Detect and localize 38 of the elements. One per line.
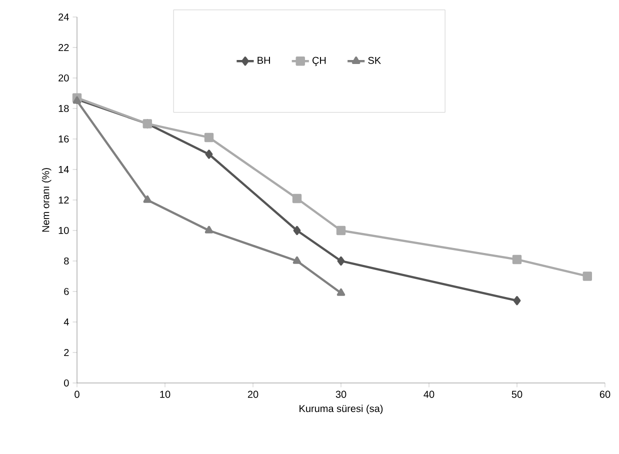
x-tick-label: 20 <box>248 390 258 398</box>
point <box>512 254 522 264</box>
y-tick-label: 20 <box>58 74 69 82</box>
y-tick-label: 12 <box>58 196 69 204</box>
point <box>292 194 302 204</box>
point <box>336 288 346 296</box>
legend-label: BH <box>258 56 270 64</box>
x-tick-label: 0 <box>74 390 80 398</box>
point <box>204 226 214 234</box>
x-tick-label: 60 <box>600 390 610 398</box>
legend-label: SK <box>368 56 381 64</box>
x-axis-title: Kuruma süresi (sa) <box>300 404 383 414</box>
point <box>582 272 592 281</box>
y-tick-label: 10 <box>58 226 69 234</box>
point <box>143 195 152 203</box>
y-axis-title: Nem oranı (%) <box>42 168 52 232</box>
x-tick-label: 30 <box>336 390 346 398</box>
point <box>293 226 301 236</box>
point <box>205 150 213 159</box>
point <box>336 226 346 236</box>
y-tick-label: 18 <box>58 104 69 112</box>
y-tick-label: 14 <box>58 166 69 173</box>
point <box>204 132 214 142</box>
x-tick-label: 10 <box>160 390 170 398</box>
y-tick-label: 2 <box>64 349 69 356</box>
point <box>337 256 345 266</box>
x-tick-label: 40 <box>424 390 434 398</box>
point <box>292 256 302 264</box>
y-tick-label: 24 <box>58 14 69 20</box>
legend-label: ÇH <box>312 56 326 66</box>
y-tick-label: 6 <box>64 288 69 296</box>
x-tick-label: 50 <box>512 390 522 398</box>
point <box>513 296 521 306</box>
y-tick-label: 16 <box>58 135 69 143</box>
y-tick-label: 0 <box>64 379 69 387</box>
y-tick-label: 8 <box>64 257 69 265</box>
y-tick-label: 4 <box>64 318 69 326</box>
y-tick-label: 22 <box>58 44 69 51</box>
